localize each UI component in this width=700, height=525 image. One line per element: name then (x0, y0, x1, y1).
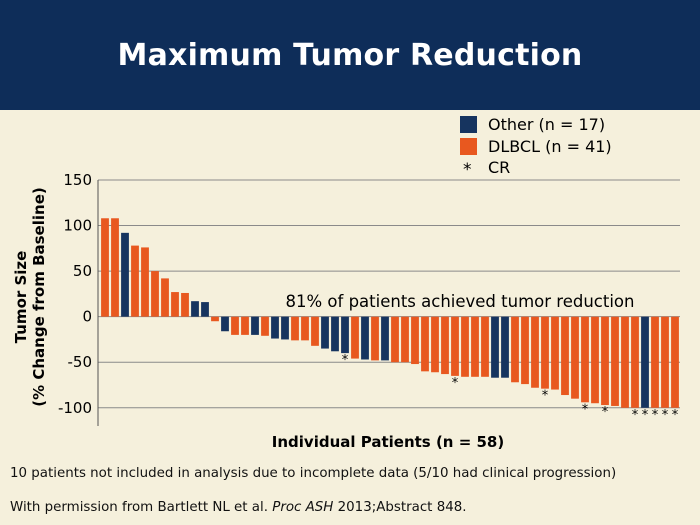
bar (611, 316, 619, 406)
bar (231, 316, 239, 335)
legend: Other (n = 17) DLBCL (n = 41) * CR (460, 115, 612, 180)
bar (331, 316, 339, 352)
legend-swatch-other (460, 116, 477, 133)
bar (121, 232, 129, 317)
bar (541, 316, 549, 389)
y-tick-label: -100 (58, 399, 92, 417)
cr-markers: **** * * * * * * (342, 353, 679, 423)
cr-marker: * (452, 376, 459, 391)
bar (451, 316, 459, 376)
bar (101, 218, 109, 317)
y-tick-label: 50 (73, 262, 92, 280)
y-tick-label: -50 (68, 353, 93, 371)
bar (661, 316, 669, 408)
bar (401, 316, 409, 363)
chart-annotation: 81% of patients achieved tumor reduction (286, 292, 635, 311)
bar (151, 271, 159, 317)
bar (351, 316, 359, 359)
bar (161, 278, 169, 317)
bar (181, 292, 189, 317)
bar (311, 316, 319, 346)
bar (411, 316, 419, 365)
bar (281, 316, 289, 340)
bar (421, 316, 429, 372)
citation-suffix: 2013;Abstract 848. (333, 500, 467, 515)
bar (521, 316, 529, 385)
bar (461, 316, 469, 377)
cr-marker: * (642, 408, 649, 423)
bar (261, 316, 269, 336)
legend-symbol-cr: * (463, 160, 472, 180)
cr-marker: * (602, 405, 609, 420)
bar (391, 316, 399, 363)
bar (211, 316, 219, 322)
cr-marker: * (342, 353, 349, 368)
bar (321, 316, 329, 349)
legend-swatch-dlbcl (460, 138, 477, 155)
bar (301, 316, 309, 341)
bar (361, 316, 369, 360)
bar (471, 316, 479, 377)
bar (441, 316, 449, 375)
cr-marker: * (652, 408, 659, 423)
legend-label-cr: CR (488, 158, 510, 177)
title-band: Maximum Tumor Reduction (0, 0, 700, 110)
y-tick-label: 0 (82, 308, 92, 326)
bar (571, 316, 579, 399)
legend-label-other: Other (n = 17) (488, 115, 605, 134)
bar (431, 316, 439, 373)
bar (481, 316, 489, 377)
bar (171, 292, 179, 317)
cr-marker: * (662, 408, 669, 423)
bar (561, 316, 569, 396)
cr-marker: * (542, 389, 549, 404)
bar (131, 245, 139, 317)
bar (371, 316, 379, 361)
bar (631, 316, 639, 408)
bar (651, 316, 659, 408)
y-tick-label: 150 (63, 171, 92, 189)
cr-marker: * (582, 402, 589, 417)
bar (491, 316, 499, 378)
bar (141, 247, 149, 317)
slide-title: Maximum Tumor Reduction (117, 37, 583, 73)
citation-journal: Proc ASH (272, 500, 334, 515)
y-axis-label-line1: Tumor Size (12, 251, 30, 344)
bar (191, 301, 199, 317)
y-tick-labels: 150 100 50 0 -50 -100 (58, 171, 92, 417)
bar (111, 218, 119, 317)
bar (581, 316, 589, 403)
bar (511, 316, 519, 383)
y-tick-label: 100 (63, 217, 92, 235)
bar (591, 316, 599, 404)
bar (621, 316, 629, 408)
bar (551, 316, 559, 390)
footnote-excluded-patients: 10 patients not included in analysis due… (10, 466, 617, 481)
bar (341, 316, 349, 354)
bar (291, 316, 299, 341)
bar (241, 316, 249, 335)
bar (221, 316, 229, 332)
cr-marker: * (632, 408, 639, 423)
bar (201, 302, 209, 317)
bar (601, 316, 609, 406)
bar (501, 316, 509, 378)
legend-label-dlbcl: DLBCL (n = 41) (488, 137, 612, 156)
citation: With permission from Bartlett NL et al. … (10, 500, 467, 515)
bar (531, 316, 539, 388)
bar (381, 316, 389, 361)
bar (641, 316, 649, 408)
x-axis-label: Individual Patients (n = 58) (272, 433, 504, 451)
bar (271, 316, 279, 339)
cr-marker: * (672, 408, 679, 423)
bar (671, 316, 679, 408)
y-axis-label-line2: (% Change from Baseline) (30, 187, 48, 406)
bar (251, 316, 259, 335)
bars (101, 218, 679, 408)
citation-prefix: With permission from Bartlett NL et al. (10, 500, 273, 515)
